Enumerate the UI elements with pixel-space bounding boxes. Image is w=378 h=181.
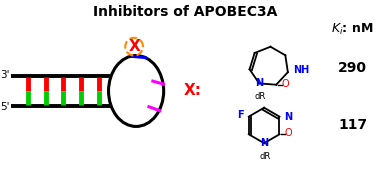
Text: $\mathit{K}_\mathit{i}$: nM: $\mathit{K}_\mathit{i}$: nM xyxy=(332,22,374,37)
Text: X: X xyxy=(128,39,140,54)
Text: dR: dR xyxy=(259,152,271,161)
Text: X:: X: xyxy=(183,83,201,98)
Text: N: N xyxy=(260,138,268,148)
Text: 117: 117 xyxy=(338,118,367,132)
Text: dR: dR xyxy=(254,92,266,101)
Text: NH: NH xyxy=(293,65,309,75)
Text: 3': 3' xyxy=(0,70,10,80)
Text: F: F xyxy=(238,110,244,120)
Text: O: O xyxy=(285,128,292,138)
Text: Inhibitors of APOBEC3A: Inhibitors of APOBEC3A xyxy=(93,5,277,19)
Text: N: N xyxy=(284,112,293,122)
Text: O: O xyxy=(281,79,289,89)
Text: 5': 5' xyxy=(0,102,10,112)
Text: N: N xyxy=(255,78,263,89)
Text: 290: 290 xyxy=(338,61,367,75)
